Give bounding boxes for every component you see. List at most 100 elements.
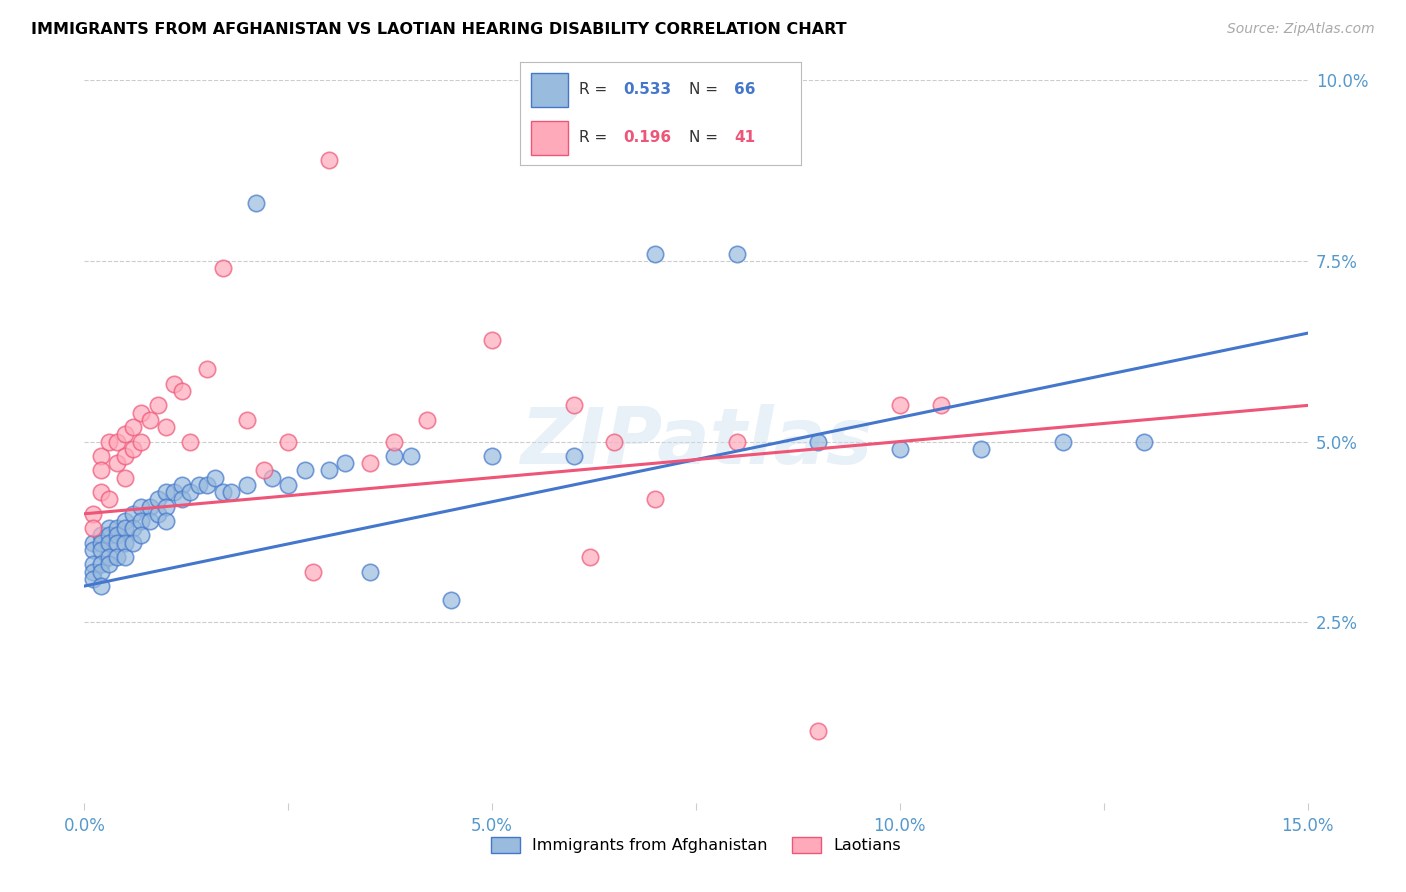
Point <box>359 456 381 470</box>
Point <box>440 593 463 607</box>
Bar <box>531 73 568 106</box>
Point <box>105 535 128 549</box>
Point <box>155 420 177 434</box>
Point <box>138 514 160 528</box>
Point <box>260 471 283 485</box>
Point <box>90 542 112 557</box>
Point <box>82 558 104 572</box>
Point <box>187 478 209 492</box>
Point <box>163 485 186 500</box>
Point <box>644 246 666 260</box>
Point <box>82 572 104 586</box>
Text: 0.196: 0.196 <box>623 130 671 145</box>
Point <box>82 542 104 557</box>
Point <box>114 449 136 463</box>
Point <box>204 471 226 485</box>
Point <box>138 500 160 514</box>
Point <box>562 398 585 412</box>
Point <box>90 565 112 579</box>
Point <box>335 456 357 470</box>
Point <box>90 535 112 549</box>
Point <box>889 398 911 412</box>
Point <box>481 334 503 348</box>
Point <box>131 528 153 542</box>
Point <box>277 478 299 492</box>
Point <box>481 449 503 463</box>
Point <box>90 449 112 463</box>
Point <box>807 434 830 449</box>
Point <box>603 434 626 449</box>
Point <box>163 376 186 391</box>
Point <box>1133 434 1156 449</box>
Text: 41: 41 <box>734 130 755 145</box>
Point <box>807 723 830 738</box>
Point <box>114 514 136 528</box>
Point <box>97 528 120 542</box>
Point <box>416 413 439 427</box>
Point <box>294 463 316 477</box>
Point <box>399 449 422 463</box>
Point <box>114 535 136 549</box>
Point <box>382 434 405 449</box>
Point <box>212 261 235 276</box>
Point <box>82 565 104 579</box>
Point <box>90 485 112 500</box>
Point <box>172 478 194 492</box>
Point <box>929 398 952 412</box>
Point <box>131 514 153 528</box>
Point <box>359 565 381 579</box>
Point <box>105 521 128 535</box>
Point <box>155 500 177 514</box>
Point <box>146 398 169 412</box>
Point <box>245 196 267 211</box>
Point <box>131 500 153 514</box>
Point <box>579 550 602 565</box>
Text: R =: R = <box>579 82 613 97</box>
Point <box>105 528 128 542</box>
Point <box>82 521 104 535</box>
Point <box>236 413 259 427</box>
Text: ZIPatlas: ZIPatlas <box>520 403 872 480</box>
Point <box>122 521 145 535</box>
Text: N =: N = <box>689 130 723 145</box>
Point <box>382 449 405 463</box>
Point <box>122 507 145 521</box>
Point <box>146 492 169 507</box>
Point <box>179 434 201 449</box>
Point <box>114 521 136 535</box>
Point <box>97 535 120 549</box>
Point <box>155 514 177 528</box>
Point <box>236 478 259 492</box>
Text: 0.533: 0.533 <box>623 82 671 97</box>
Point <box>179 485 201 500</box>
Bar <box>531 121 568 155</box>
Point <box>82 507 104 521</box>
Text: R =: R = <box>579 130 613 145</box>
Point <box>970 442 993 456</box>
Point <box>131 406 153 420</box>
Point <box>82 535 104 549</box>
Point <box>90 558 112 572</box>
Point <box>562 449 585 463</box>
Point <box>114 471 136 485</box>
Point <box>90 528 112 542</box>
Point <box>122 420 145 434</box>
Point <box>725 434 748 449</box>
Legend: Immigrants from Afghanistan, Laotians: Immigrants from Afghanistan, Laotians <box>485 831 907 860</box>
Point <box>97 558 120 572</box>
Point <box>122 442 145 456</box>
Point <box>114 427 136 442</box>
Text: 66: 66 <box>734 82 755 97</box>
Point <box>212 485 235 500</box>
Point <box>114 550 136 565</box>
Point <box>195 362 218 376</box>
Point <box>146 507 169 521</box>
Point <box>97 550 120 565</box>
Point <box>253 463 276 477</box>
Point <box>97 434 120 449</box>
Point <box>105 434 128 449</box>
Point <box>105 550 128 565</box>
Point <box>195 478 218 492</box>
Point <box>90 579 112 593</box>
Point <box>644 492 666 507</box>
